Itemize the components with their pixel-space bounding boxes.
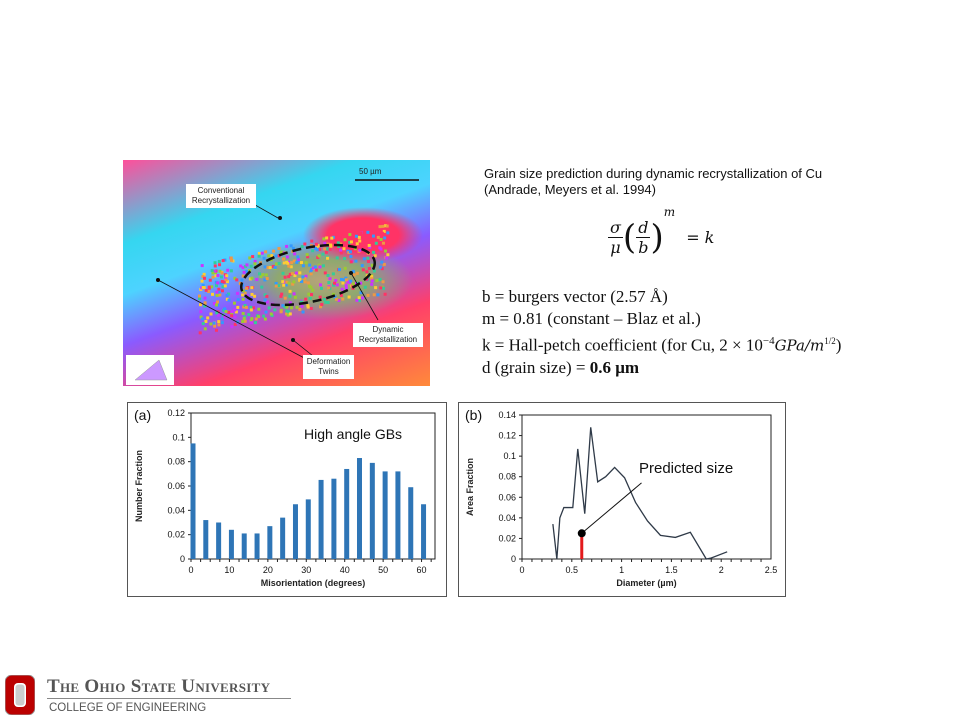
label-dynamic: Dynamic Recrystallization — [353, 323, 423, 347]
predicted-size-label: Predicted size — [639, 460, 733, 477]
x-axis-label: Diameter (µm) — [616, 578, 676, 588]
x-tick-label: 10 — [224, 565, 234, 575]
plot-frame — [521, 414, 772, 560]
bar — [356, 458, 362, 559]
bar — [280, 517, 286, 559]
param-m: m = 0.81 (constant – Blaz et al.) — [482, 309, 701, 328]
bar — [241, 533, 247, 559]
divider — [47, 698, 291, 699]
x-tick-label: 0 — [188, 565, 193, 575]
y-tick-label: 0.04 — [167, 505, 185, 515]
y-tick-label: 0.12 — [498, 431, 516, 441]
annotation-leader — [581, 482, 642, 534]
bar — [228, 529, 234, 559]
param-b: b = burgers vector (2.57 Å) — [482, 287, 668, 306]
college-name: COLLEGE OF ENGINEERING — [49, 702, 207, 714]
bar — [305, 499, 311, 559]
grain-texture — [198, 224, 390, 335]
x-tick-label: 2.5 — [765, 565, 778, 575]
y-tick-label: 0.1 — [172, 432, 185, 442]
dashed-outline — [239, 243, 377, 307]
x-tick-label: 0.5 — [566, 565, 579, 575]
y-tick-label: 0.02 — [498, 533, 516, 543]
bar — [318, 479, 324, 559]
panel-label: (a) — [134, 407, 151, 423]
y-tick-label: 0.1 — [503, 451, 516, 461]
bar — [395, 471, 401, 559]
chart-a: 0 0.02 0.04 0.06 0.08 0.1 0.12 0 10 20 30 40 50 60 Mis… — [127, 402, 447, 597]
y-tick-label: 0 — [511, 554, 516, 564]
y-tick-label: 0.08 — [498, 472, 516, 482]
bar — [408, 487, 414, 559]
osu-block-o-logo — [5, 675, 35, 715]
bar — [421, 504, 427, 559]
description-line2: (Andrade, Meyers et al. 1994) — [484, 182, 656, 197]
bar — [331, 478, 337, 559]
bar — [344, 468, 350, 559]
bar — [369, 462, 375, 559]
y-tick-label: 0.06 — [167, 481, 185, 491]
bar — [382, 471, 388, 559]
panel-label: (b) — [465, 407, 482, 423]
param-k: k = Hall-petch coefficient (for Cu, 2 × … — [482, 335, 842, 355]
x-tick-label: 1 — [619, 565, 624, 575]
y-axis-label: Number Fraction — [134, 450, 144, 522]
x-tick-label: 60 — [417, 565, 427, 575]
y-tick-label: 0.02 — [167, 530, 185, 540]
x-tick-label: 1.5 — [665, 565, 678, 575]
predicted-size-marker — [577, 529, 586, 538]
bar — [203, 520, 209, 559]
bar — [292, 504, 298, 559]
x-tick-label: 50 — [378, 565, 388, 575]
y-tick-label: 0.04 — [498, 513, 516, 523]
x-tick-label: 20 — [263, 565, 273, 575]
description: Grain size prediction during dynamic rec… — [484, 166, 822, 198]
bar — [216, 522, 222, 559]
y-tick-label: 0 — [180, 554, 185, 564]
description-line1: Grain size prediction during dynamic rec… — [484, 166, 823, 181]
annotation: High angle GBs — [304, 426, 402, 442]
y-axis-label: Area Fraction — [465, 458, 475, 516]
scale-bar-label: 50 µm — [359, 167, 382, 176]
equation: σ μ(d b)m = k — [608, 205, 715, 258]
series-line — [552, 427, 728, 560]
y-tick-label: 0.12 — [167, 408, 185, 418]
bar — [190, 443, 196, 559]
bar — [267, 526, 273, 559]
bar — [254, 533, 260, 559]
ebsd-micrograph: 50 µm Conventional Recrystallization Dyn… — [123, 160, 430, 386]
param-d: d (grain size) = 0.6 μm — [482, 358, 640, 377]
x-tick-label: 30 — [301, 565, 311, 575]
y-tick-label: 0.06 — [498, 492, 516, 502]
x-tick-label: 2 — [719, 565, 724, 575]
label-conventional: Conventional Recrystallization — [186, 184, 256, 208]
x-tick-label: 40 — [340, 565, 350, 575]
y-tick-label: 0.08 — [167, 457, 185, 467]
x-axis-label: Misorientation (degrees) — [261, 578, 366, 588]
university-name: The Ohio State University — [47, 676, 271, 697]
y-tick-label: 0.14 — [498, 410, 516, 420]
x-tick-label: 0 — [519, 565, 524, 575]
chart-b: 0 0.02 0.04 0.06 0.08 0.1 0.12 0.14 0 0.5 1 1.5 2 2.5… — [458, 402, 786, 597]
label-twins: Deformation Twins — [303, 355, 354, 379]
